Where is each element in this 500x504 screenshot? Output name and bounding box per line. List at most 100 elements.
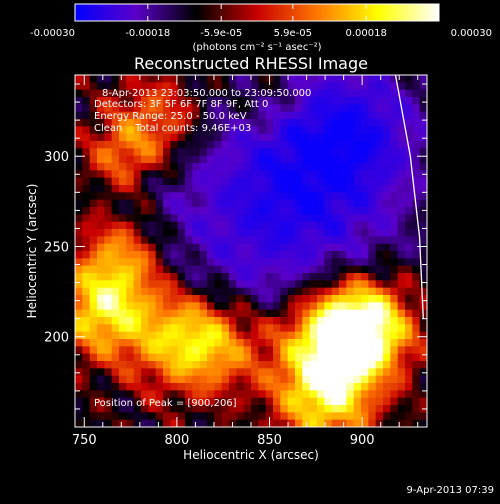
heatmap-cell — [324, 287, 333, 296]
heatmap-cell — [295, 185, 303, 193]
heatmap-cell — [82, 302, 91, 311]
heatmap-cell — [412, 419, 421, 427]
heatmap-cell — [317, 111, 325, 120]
heatmap-cell — [346, 368, 355, 377]
heatmap-cell — [148, 163, 157, 171]
heatmap-cell — [199, 177, 208, 186]
heatmap-cell — [251, 339, 259, 347]
heatmap-cell — [229, 170, 237, 179]
heatmap-cell — [375, 383, 384, 391]
heatmap-cell — [89, 324, 98, 333]
heatmap-cell — [280, 331, 289, 340]
heatmap-cell — [397, 243, 406, 252]
heatmap-cell — [361, 229, 369, 237]
heatmap-cell — [412, 331, 421, 340]
heatmap-cell — [177, 331, 186, 340]
heatmap-cell — [375, 192, 384, 201]
heatmap-cell — [280, 405, 289, 413]
heatmap-cell — [170, 75, 179, 83]
heatmap-cell — [251, 361, 259, 369]
heatmap-cell — [97, 390, 105, 399]
heatmap-cell — [339, 119, 347, 127]
heatmap-cell — [346, 126, 355, 135]
heatmap-cell — [207, 331, 215, 340]
heatmap-cell — [119, 419, 127, 427]
heatmap-cell — [236, 170, 245, 179]
heatmap-cell — [148, 317, 157, 325]
colorbar-tick-label: 0.00018 — [346, 28, 387, 39]
heatmap-cell — [397, 324, 406, 333]
heatmap-cell — [82, 119, 91, 127]
heatmap-cell — [317, 251, 325, 259]
heatmap-cell — [155, 317, 164, 325]
heatmap-cell — [265, 368, 274, 377]
heatmap-cell — [324, 309, 333, 318]
heatmap-cell — [185, 133, 193, 142]
heatmap-cell — [412, 258, 421, 267]
heatmap-cell — [280, 280, 289, 289]
heatmap-cell — [309, 383, 318, 391]
heatmap-cell — [397, 419, 406, 427]
heatmap-cell — [280, 126, 289, 135]
heatmap-cell — [104, 141, 113, 149]
heatmap-cell — [324, 133, 333, 142]
heatmap-cell — [368, 302, 377, 311]
heatmap-cell — [97, 155, 105, 164]
heatmap-cell — [221, 163, 230, 171]
heatmap-cell — [119, 309, 127, 318]
heatmap-cell — [141, 75, 149, 83]
heatmap-cell — [295, 170, 303, 179]
heatmap-cell — [214, 412, 223, 421]
heatmap-cell — [309, 295, 318, 303]
heatmap-cell — [397, 251, 406, 259]
heatmap-cell — [192, 199, 201, 208]
heatmap-cell — [280, 104, 289, 113]
heatmap-cell — [141, 141, 149, 149]
heatmap-cell — [119, 214, 127, 223]
heatmap-cell — [221, 133, 230, 142]
heatmap-cell — [207, 258, 215, 267]
heatmap-cell — [331, 119, 340, 127]
heatmap-cell — [258, 141, 267, 149]
heatmap-cell — [251, 163, 259, 171]
heatmap-cell — [324, 317, 333, 325]
heatmap-cell — [368, 199, 377, 208]
heatmap-cell — [243, 368, 252, 377]
heatmap-cell — [273, 207, 281, 215]
heatmap-cell — [75, 375, 83, 384]
heatmap-cell — [207, 302, 215, 311]
heatmap-cell — [258, 207, 267, 215]
heatmap-cell — [339, 258, 347, 267]
heatmap-cell — [419, 375, 427, 384]
heatmap-cell — [419, 368, 427, 377]
heatmap-cell — [243, 265, 252, 274]
heatmap-cell — [390, 214, 399, 223]
heatmap-cell — [229, 111, 237, 120]
heatmap-cell — [368, 192, 377, 201]
heatmap-cell — [104, 287, 113, 296]
heatmap-cell — [309, 339, 318, 347]
heatmap-cell — [148, 119, 157, 127]
heatmap-cell — [317, 170, 325, 179]
heatmap-cell — [221, 280, 230, 289]
heatmap-cell — [199, 126, 208, 135]
heatmap-cell — [419, 141, 427, 149]
heatmap-cell — [111, 317, 120, 325]
heatmap-cell — [126, 185, 135, 193]
heatmap-cell — [126, 207, 135, 215]
heatmap-cell — [287, 339, 296, 347]
heatmap-cell — [309, 229, 318, 237]
heatmap-cell — [405, 287, 413, 296]
heatmap-cell — [273, 163, 281, 171]
heatmap-cell — [375, 317, 384, 325]
heatmap-cell — [309, 126, 318, 135]
heatmap-cell — [111, 170, 120, 179]
heatmap-cell — [163, 104, 171, 113]
heatmap-cell — [273, 251, 281, 259]
heatmap-cell — [126, 148, 135, 157]
heatmap-cell — [287, 133, 296, 142]
heatmap-cell — [353, 273, 362, 281]
heatmap-cell — [185, 361, 193, 369]
x-axis-label: Heliocentric X (arcsec) — [183, 448, 319, 462]
heatmap-cell — [397, 236, 406, 245]
